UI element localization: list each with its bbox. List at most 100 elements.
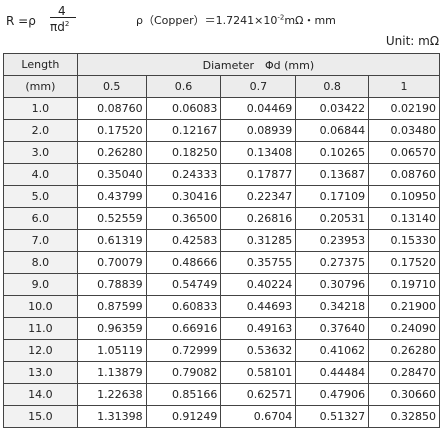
data-row: 10.0 0.87599 0.60833 0.44693 0.34218 0.21900 bbox=[3, 295, 440, 318]
resistance-cell: 0.17109 bbox=[295, 185, 370, 208]
resistance-cell: 0.08760 bbox=[76, 97, 147, 120]
resistance-cell: 0.52559 bbox=[76, 207, 147, 230]
data-row: 13.0 1.13879 0.79082 0.58101 0.44484 0.28470 bbox=[3, 361, 440, 384]
length-cell: 15.0 bbox=[3, 405, 78, 428]
resistance-cell: 0.51327 bbox=[295, 405, 370, 428]
resistance-cell: 0.23953 bbox=[295, 229, 370, 252]
data-row: 3.0 0.26280 0.18250 0.13408 0.10265 0.06570 bbox=[3, 141, 440, 164]
resistance-cell: 0.06844 bbox=[295, 119, 370, 142]
formula-denominator: πd2 bbox=[50, 20, 69, 34]
resistance-cell: 0.44693 bbox=[220, 295, 297, 318]
diameter-label: 0.6 bbox=[145, 75, 222, 98]
length-unit: (mm) bbox=[3, 75, 78, 98]
resistivity-text: ρ（Copper）＝1.7241×10 bbox=[136, 14, 278, 27]
resistance-cell: 0.10265 bbox=[295, 141, 370, 164]
length-cell: 8.0 bbox=[3, 251, 78, 274]
data-row: 14.0 1.22638 0.85166 0.62571 0.47906 0.30660 bbox=[3, 383, 440, 406]
header-row: Length Diameter Φd (mm) bbox=[3, 53, 441, 76]
subheader-row: (mm) 0.5 0.6 0.7 0.8 1 bbox=[3, 75, 440, 98]
resistance-cell: 0.26280 bbox=[76, 141, 147, 164]
resistance-cell: 1.13879 bbox=[76, 361, 147, 384]
resistance-cell: 0.17520 bbox=[368, 251, 440, 274]
resistance-cell: 0.24090 bbox=[368, 317, 440, 340]
resistance-cell: 0.08760 bbox=[368, 163, 440, 186]
resistivity: ρ（Copper）＝1.7241×10-2mΩ・mm bbox=[136, 12, 336, 28]
resistance-cell: 0.61319 bbox=[76, 229, 147, 252]
data-row: 9.0 0.78839 0.54749 0.40224 0.30796 0.19710 bbox=[3, 273, 440, 296]
diameter-header: Diameter Φd (mm) bbox=[76, 53, 441, 76]
data-row: 11.0 0.96359 0.66916 0.49163 0.37640 0.24090 bbox=[3, 317, 440, 340]
resistance-cell: 0.6704 bbox=[220, 405, 297, 428]
resistance-cell: 0.26280 bbox=[368, 339, 440, 362]
data-row: 2.0 0.17520 0.12167 0.08939 0.06844 0.03480 bbox=[3, 119, 440, 142]
resistance-cell: 0.53632 bbox=[220, 339, 297, 362]
resistance-cell: 0.58101 bbox=[220, 361, 297, 384]
resistance-cell: 0.66916 bbox=[145, 317, 222, 340]
resistance-cell: 0.34218 bbox=[295, 295, 370, 318]
resistance-cell: 0.79082 bbox=[145, 361, 222, 384]
resistance-cell: 0.04469 bbox=[220, 97, 297, 120]
resistance-cell: 0.24333 bbox=[145, 163, 222, 186]
resistance-cell: 0.30416 bbox=[145, 185, 222, 208]
length-cell: 1.0 bbox=[3, 97, 78, 120]
resistance-cell: 0.85166 bbox=[145, 383, 222, 406]
resistance-cell: 0.13687 bbox=[295, 163, 370, 186]
resistance-cell: 0.41062 bbox=[295, 339, 370, 362]
resistance-cell: 0.40224 bbox=[220, 273, 297, 296]
resistance-cell: 0.47906 bbox=[295, 383, 370, 406]
resistance-cell: 0.02190 bbox=[368, 97, 440, 120]
diameter-label: 0.8 bbox=[295, 75, 370, 98]
formula-lhs: R =ρ bbox=[6, 14, 36, 28]
diameter-label: 0.7 bbox=[220, 75, 297, 98]
resistance-cell: 0.30796 bbox=[295, 273, 370, 296]
resistance-cell: 0.03422 bbox=[295, 97, 370, 120]
resistance-cell: 0.62571 bbox=[220, 383, 297, 406]
resistance-cell: 0.60833 bbox=[145, 295, 222, 318]
resistance-cell: 0.17877 bbox=[220, 163, 297, 186]
resistance-cell: 0.42583 bbox=[145, 229, 222, 252]
diameter-label: 1 bbox=[368, 75, 440, 98]
denominator-text: πd bbox=[50, 20, 65, 34]
data-row: 4.0 0.35040 0.24333 0.17877 0.13687 0.08760 bbox=[3, 163, 440, 186]
resistance-cell: 0.72999 bbox=[145, 339, 222, 362]
resistance-cell: 0.26816 bbox=[220, 207, 297, 230]
resistance-cell: 0.13408 bbox=[220, 141, 297, 164]
resistance-cell: 0.43799 bbox=[76, 185, 147, 208]
diameter-label: 0.5 bbox=[76, 75, 147, 98]
resistance-cell: 0.91249 bbox=[145, 405, 222, 428]
resistance-cell: 0.13140 bbox=[368, 207, 440, 230]
resistance-cell: 0.31285 bbox=[220, 229, 297, 252]
resistance-cell: 0.17520 bbox=[76, 119, 147, 142]
data-row: 1.0 0.08760 0.06083 0.04469 0.03422 0.02190 bbox=[3, 97, 440, 120]
denominator-exponent: 2 bbox=[64, 20, 70, 28]
data-row: 15.0 1.31398 0.91249 0.6704 0.51327 0.32850 bbox=[3, 405, 440, 428]
resistance-cell: 0.03480 bbox=[368, 119, 440, 142]
resistance-cell: 0.96359 bbox=[76, 317, 147, 340]
header: R =ρ 4 πd2 ρ（Copper）＝1.7241×10-2mΩ・mm Un… bbox=[6, 4, 441, 50]
length-cell: 12.0 bbox=[3, 339, 78, 362]
resistance-cell: 0.35040 bbox=[76, 163, 147, 186]
resistance-cell: 1.05119 bbox=[76, 339, 147, 362]
length-cell: 3.0 bbox=[3, 141, 78, 164]
resistance-cell: 0.30660 bbox=[368, 383, 440, 406]
length-cell: 11.0 bbox=[3, 317, 78, 340]
resistance-cell: 0.27375 bbox=[295, 251, 370, 274]
resistance-cell: 0.87599 bbox=[76, 295, 147, 318]
resistance-cell: 0.15330 bbox=[368, 229, 440, 252]
resistance-cell: 0.21900 bbox=[368, 295, 440, 318]
length-cell: 10.0 bbox=[3, 295, 78, 318]
resistance-cell: 0.06083 bbox=[145, 97, 222, 120]
length-cell: 4.0 bbox=[3, 163, 78, 186]
resistance-cell: 1.31398 bbox=[76, 405, 147, 428]
resistance-cell: 0.28470 bbox=[368, 361, 440, 384]
resistance-cell: 0.19710 bbox=[368, 273, 440, 296]
resistance-cell: 0.35755 bbox=[220, 251, 297, 274]
resistance-cell: 0.44484 bbox=[295, 361, 370, 384]
length-cell: 6.0 bbox=[3, 207, 78, 230]
length-cell: 14.0 bbox=[3, 383, 78, 406]
resistivity-unit: mΩ・mm bbox=[284, 14, 336, 27]
data-row: 12.0 1.05119 0.72999 0.53632 0.41062 0.26280 bbox=[3, 339, 440, 362]
resistance-cell: 0.08939 bbox=[220, 119, 297, 142]
resistance-cell: 0.37640 bbox=[295, 317, 370, 340]
table-body: Length Diameter Φd (mm) (mm) 0.5 0.6 0.7 0.… bbox=[3, 53, 441, 428]
